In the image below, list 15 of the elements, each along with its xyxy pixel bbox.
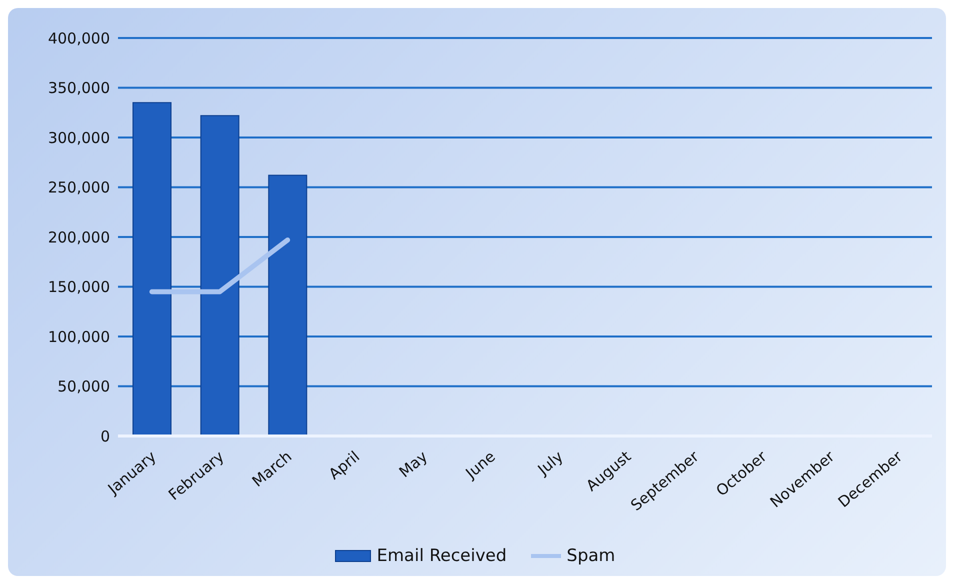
legend-label: Email Received xyxy=(376,546,507,566)
x-tick-label: May xyxy=(396,447,432,482)
bar xyxy=(268,174,308,436)
y-tick-label: 250,000 xyxy=(48,178,110,197)
y-tick-label: 400,000 xyxy=(48,29,110,48)
y-tick-label: 50,000 xyxy=(58,378,110,396)
y-tick-label: 300,000 xyxy=(48,128,110,147)
y-tick-label: 150,000 xyxy=(48,278,110,296)
y-tick-label: 100,000 xyxy=(48,328,110,346)
bar xyxy=(200,115,240,436)
y-tick-label: 350,000 xyxy=(48,79,110,98)
y-tick-label: 0 xyxy=(100,427,110,446)
y-tick-label: 200,000 xyxy=(48,228,110,246)
legend-label: Spam xyxy=(566,546,616,566)
bar xyxy=(132,102,172,436)
